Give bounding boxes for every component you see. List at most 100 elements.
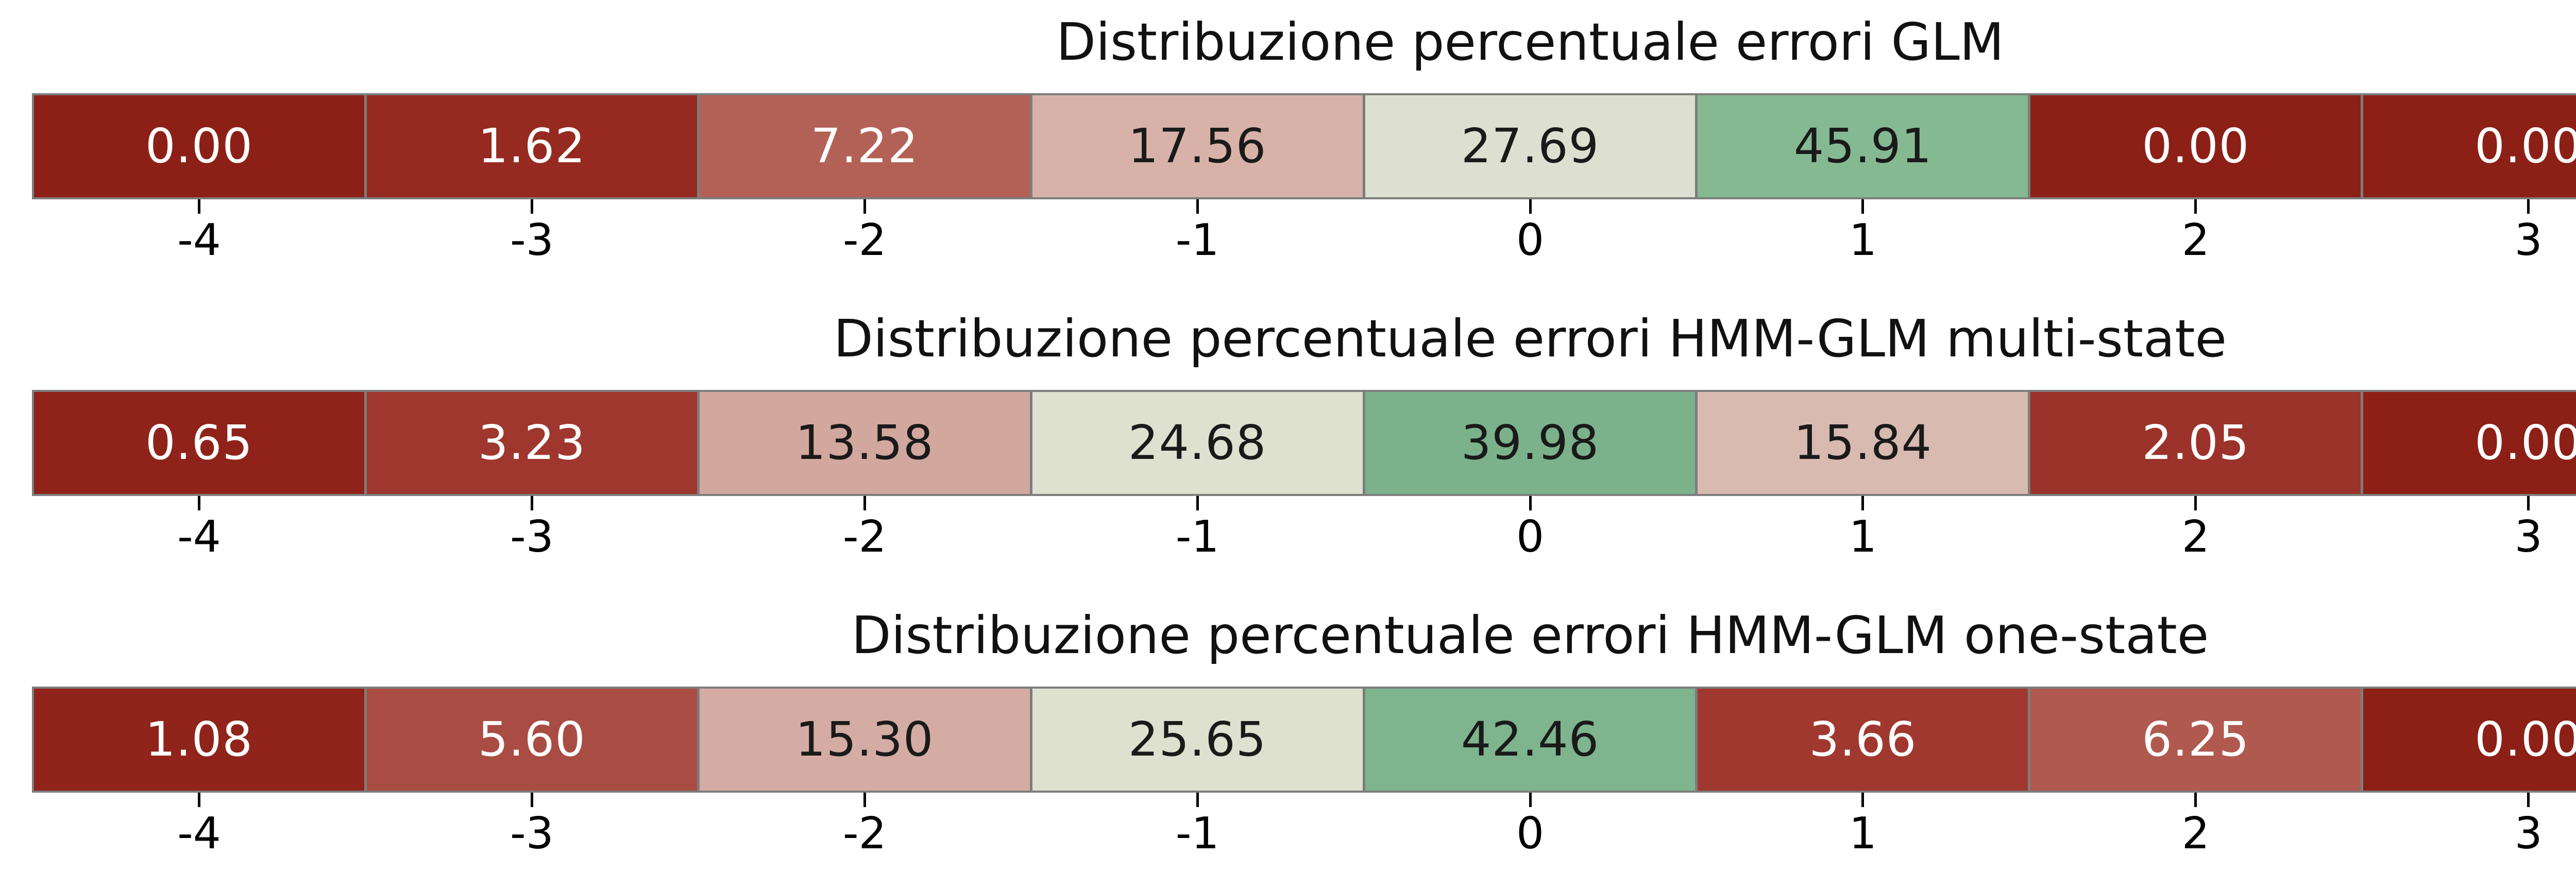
tick-mark	[1861, 199, 1865, 214]
cell-value: 0.65	[145, 415, 253, 470]
tick-label: 0	[1516, 511, 1545, 562]
heatmap-cell: 1.08	[34, 689, 364, 791]
tick-label: 0	[1516, 808, 1545, 859]
tick-column	[2363, 793, 2576, 807]
heatmap-cell: 3.66	[1698, 689, 2028, 791]
cell-value: 0.00	[145, 118, 253, 174]
tick-mark	[530, 793, 533, 807]
tick-column	[1032, 496, 1363, 510]
tick-mark	[1861, 496, 1865, 510]
heatmap-cell: 0.00	[2030, 95, 2361, 197]
cell-value: 1.08	[145, 712, 253, 767]
tick-mark	[1196, 496, 1199, 510]
tick-mark	[2194, 793, 2197, 807]
tick-column	[1365, 793, 1696, 807]
cell-value: 15.30	[795, 712, 934, 767]
heatmap-cell: 25.65	[1032, 689, 1363, 791]
tick-column	[700, 496, 1030, 510]
tick-mark	[863, 496, 866, 510]
chart-title: Distribuzione percentuale errori HMM-GLM…	[833, 309, 2227, 369]
x-axis-labels: -4-3-2-101234	[34, 807, 2576, 861]
tick-mark	[197, 199, 200, 214]
x-axis-ticks	[34, 496, 2576, 510]
cell-value: 1.62	[478, 118, 586, 174]
heatmap-cell: 0.65	[34, 392, 364, 494]
tick-column	[1365, 496, 1696, 510]
cell-value: 24.68	[1128, 415, 1267, 470]
heatmap-cell: 0.00	[34, 95, 364, 197]
tick-column	[2030, 496, 2361, 510]
tick-mark	[197, 496, 200, 510]
tick-mark	[2194, 496, 2197, 510]
tick-column	[2030, 793, 2361, 807]
heatmap-cell: 1.62	[366, 95, 697, 197]
subplot-1: Distribuzione percentuale errori GLM 0.0…	[0, 0, 2576, 297]
cell-value: 0.00	[2475, 118, 2576, 174]
heatmap-cell: 45.91	[1698, 95, 2028, 197]
heatmap-cell: 39.98	[1365, 392, 1696, 494]
tick-label: -1	[1175, 511, 1219, 562]
heatmap-cell: 7.22	[699, 95, 1030, 197]
tick-column	[1698, 496, 2028, 510]
heatmap-cell: 42.46	[1365, 689, 1696, 791]
tick-mark	[1196, 199, 1199, 214]
chart-title: Distribuzione percentuale errori HMM-GLM…	[851, 605, 2209, 665]
tick-label: -1	[1175, 808, 1219, 859]
heatmap-cell: 0.00	[2363, 689, 2576, 791]
tick-column	[700, 199, 1030, 214]
tick-label: 0	[1516, 215, 1545, 266]
tick-mark	[1529, 793, 1532, 807]
tick-mark	[2194, 199, 2197, 214]
tick-mark	[530, 199, 533, 214]
cell-value: 6.25	[2142, 712, 2250, 767]
x-axis-labels: -4-3-2-101234	[34, 214, 2576, 267]
cell-value: 13.58	[795, 415, 934, 470]
tick-column	[1365, 199, 1696, 214]
cell-value: 42.46	[1461, 712, 1600, 767]
heatmap-cell: 0.00	[2363, 95, 2576, 197]
tick-label: -3	[510, 215, 554, 266]
tick-label: 1	[1849, 511, 1877, 562]
tick-column	[34, 496, 364, 510]
x-axis-ticks	[34, 793, 2576, 807]
tick-mark	[197, 793, 200, 807]
heatmap-cell: 24.68	[1032, 392, 1363, 494]
tick-label: 2	[2181, 511, 2210, 562]
tick-mark	[1529, 496, 1532, 510]
tick-label: -4	[177, 808, 221, 859]
tick-column	[1698, 199, 2028, 214]
tick-column	[367, 793, 697, 807]
cell-value: 25.65	[1128, 712, 1267, 767]
tick-label: -1	[1175, 215, 1219, 266]
tick-label: -3	[510, 808, 554, 859]
tick-column	[2363, 199, 2576, 214]
cell-value: 2.05	[2142, 415, 2250, 470]
tick-label: -4	[177, 215, 221, 266]
tick-label: 3	[2514, 808, 2543, 859]
cell-value: 3.23	[478, 415, 586, 470]
tick-column	[367, 496, 697, 510]
cell-value: 27.69	[1461, 118, 1600, 174]
tick-mark	[1196, 793, 1199, 807]
tick-label: 1	[1849, 808, 1877, 859]
cell-value: 3.66	[1809, 712, 1917, 767]
heatmap-cell: 17.56	[1032, 95, 1363, 197]
heatmap-cell: 27.69	[1365, 95, 1696, 197]
tick-column	[1698, 793, 2028, 807]
chart-title: Distribuzione percentuale errori GLM	[1056, 12, 2004, 72]
x-axis-ticks	[34, 199, 2576, 214]
tick-label: -2	[842, 511, 887, 562]
tick-mark	[2527, 199, 2530, 214]
tick-column	[2030, 199, 2361, 214]
subplot-2: Distribuzione percentuale errori HMM-GLM…	[0, 297, 2576, 593]
cell-value: 15.84	[1793, 415, 1933, 470]
tick-column	[1032, 199, 1363, 214]
cell-value: 0.00	[2475, 712, 2576, 767]
tick-column	[1032, 793, 1363, 807]
heatmap-cell: 2.05	[2030, 392, 2361, 494]
tick-label: -3	[510, 511, 554, 562]
